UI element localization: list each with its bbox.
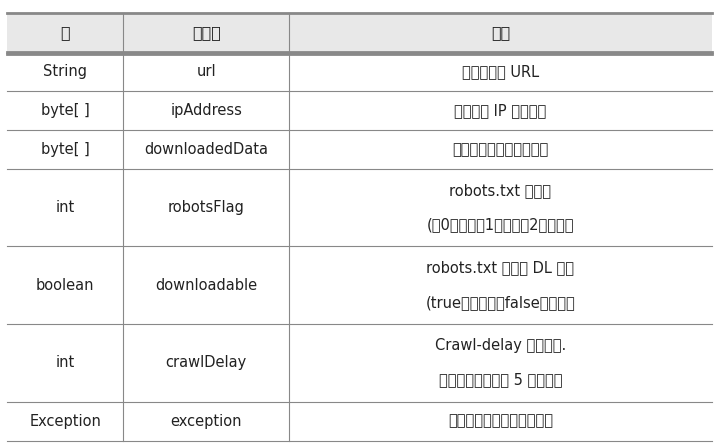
Text: Exception: Exception (29, 414, 101, 429)
Text: boolean: boolean (36, 278, 95, 293)
Text: 例外が発生した場合に保持: 例外が発生した場合に保持 (448, 414, 553, 429)
Bar (7, 91, 712, 130)
Text: 役割: 役割 (491, 25, 510, 40)
Text: robotsFlag: robotsFlag (168, 200, 244, 215)
Text: ダウンロードしたデータ: ダウンロードしたデータ (452, 142, 549, 157)
Bar (7, 169, 712, 247)
Text: ipAddress: ipAddress (170, 103, 242, 118)
Text: 解決済み IP アドレス: 解決済み IP アドレス (454, 103, 546, 118)
Text: crawlDelay: crawlDelay (165, 356, 247, 370)
Text: exception: exception (170, 414, 242, 429)
Bar (7, 13, 712, 52)
Text: (true：許可，　false：禁止）: (true：許可， false：禁止） (426, 295, 575, 310)
Text: 変数名: 変数名 (192, 25, 221, 40)
Text: 処理対象の URL: 処理対象の URL (462, 64, 539, 79)
Text: 設定なしの場合は 5 秒とする: 設定なしの場合は 5 秒とする (439, 372, 562, 388)
Bar (7, 247, 712, 324)
Bar (7, 324, 712, 402)
Text: url: url (196, 64, 216, 79)
Text: Crawl-delay の設定値.: Crawl-delay の設定値. (435, 338, 566, 353)
Text: (（0：無，　1：有，　2：不明）: (（0：無， 1：有， 2：不明） (426, 217, 574, 232)
Text: robots.txt の有無: robots.txt の有無 (449, 183, 551, 198)
Text: int: int (55, 356, 75, 370)
Text: downloadable: downloadable (155, 278, 257, 293)
Bar (7, 130, 712, 169)
Text: byte[ ]: byte[ ] (41, 142, 90, 157)
Text: 型: 型 (60, 25, 70, 40)
Text: String: String (43, 64, 87, 79)
Bar (7, 402, 712, 441)
Text: robots.txt による DL 可否: robots.txt による DL 可否 (426, 261, 574, 275)
Text: downloadedData: downloadedData (145, 142, 268, 157)
Text: int: int (55, 200, 75, 215)
Text: byte[ ]: byte[ ] (41, 103, 90, 118)
Bar (7, 52, 712, 91)
